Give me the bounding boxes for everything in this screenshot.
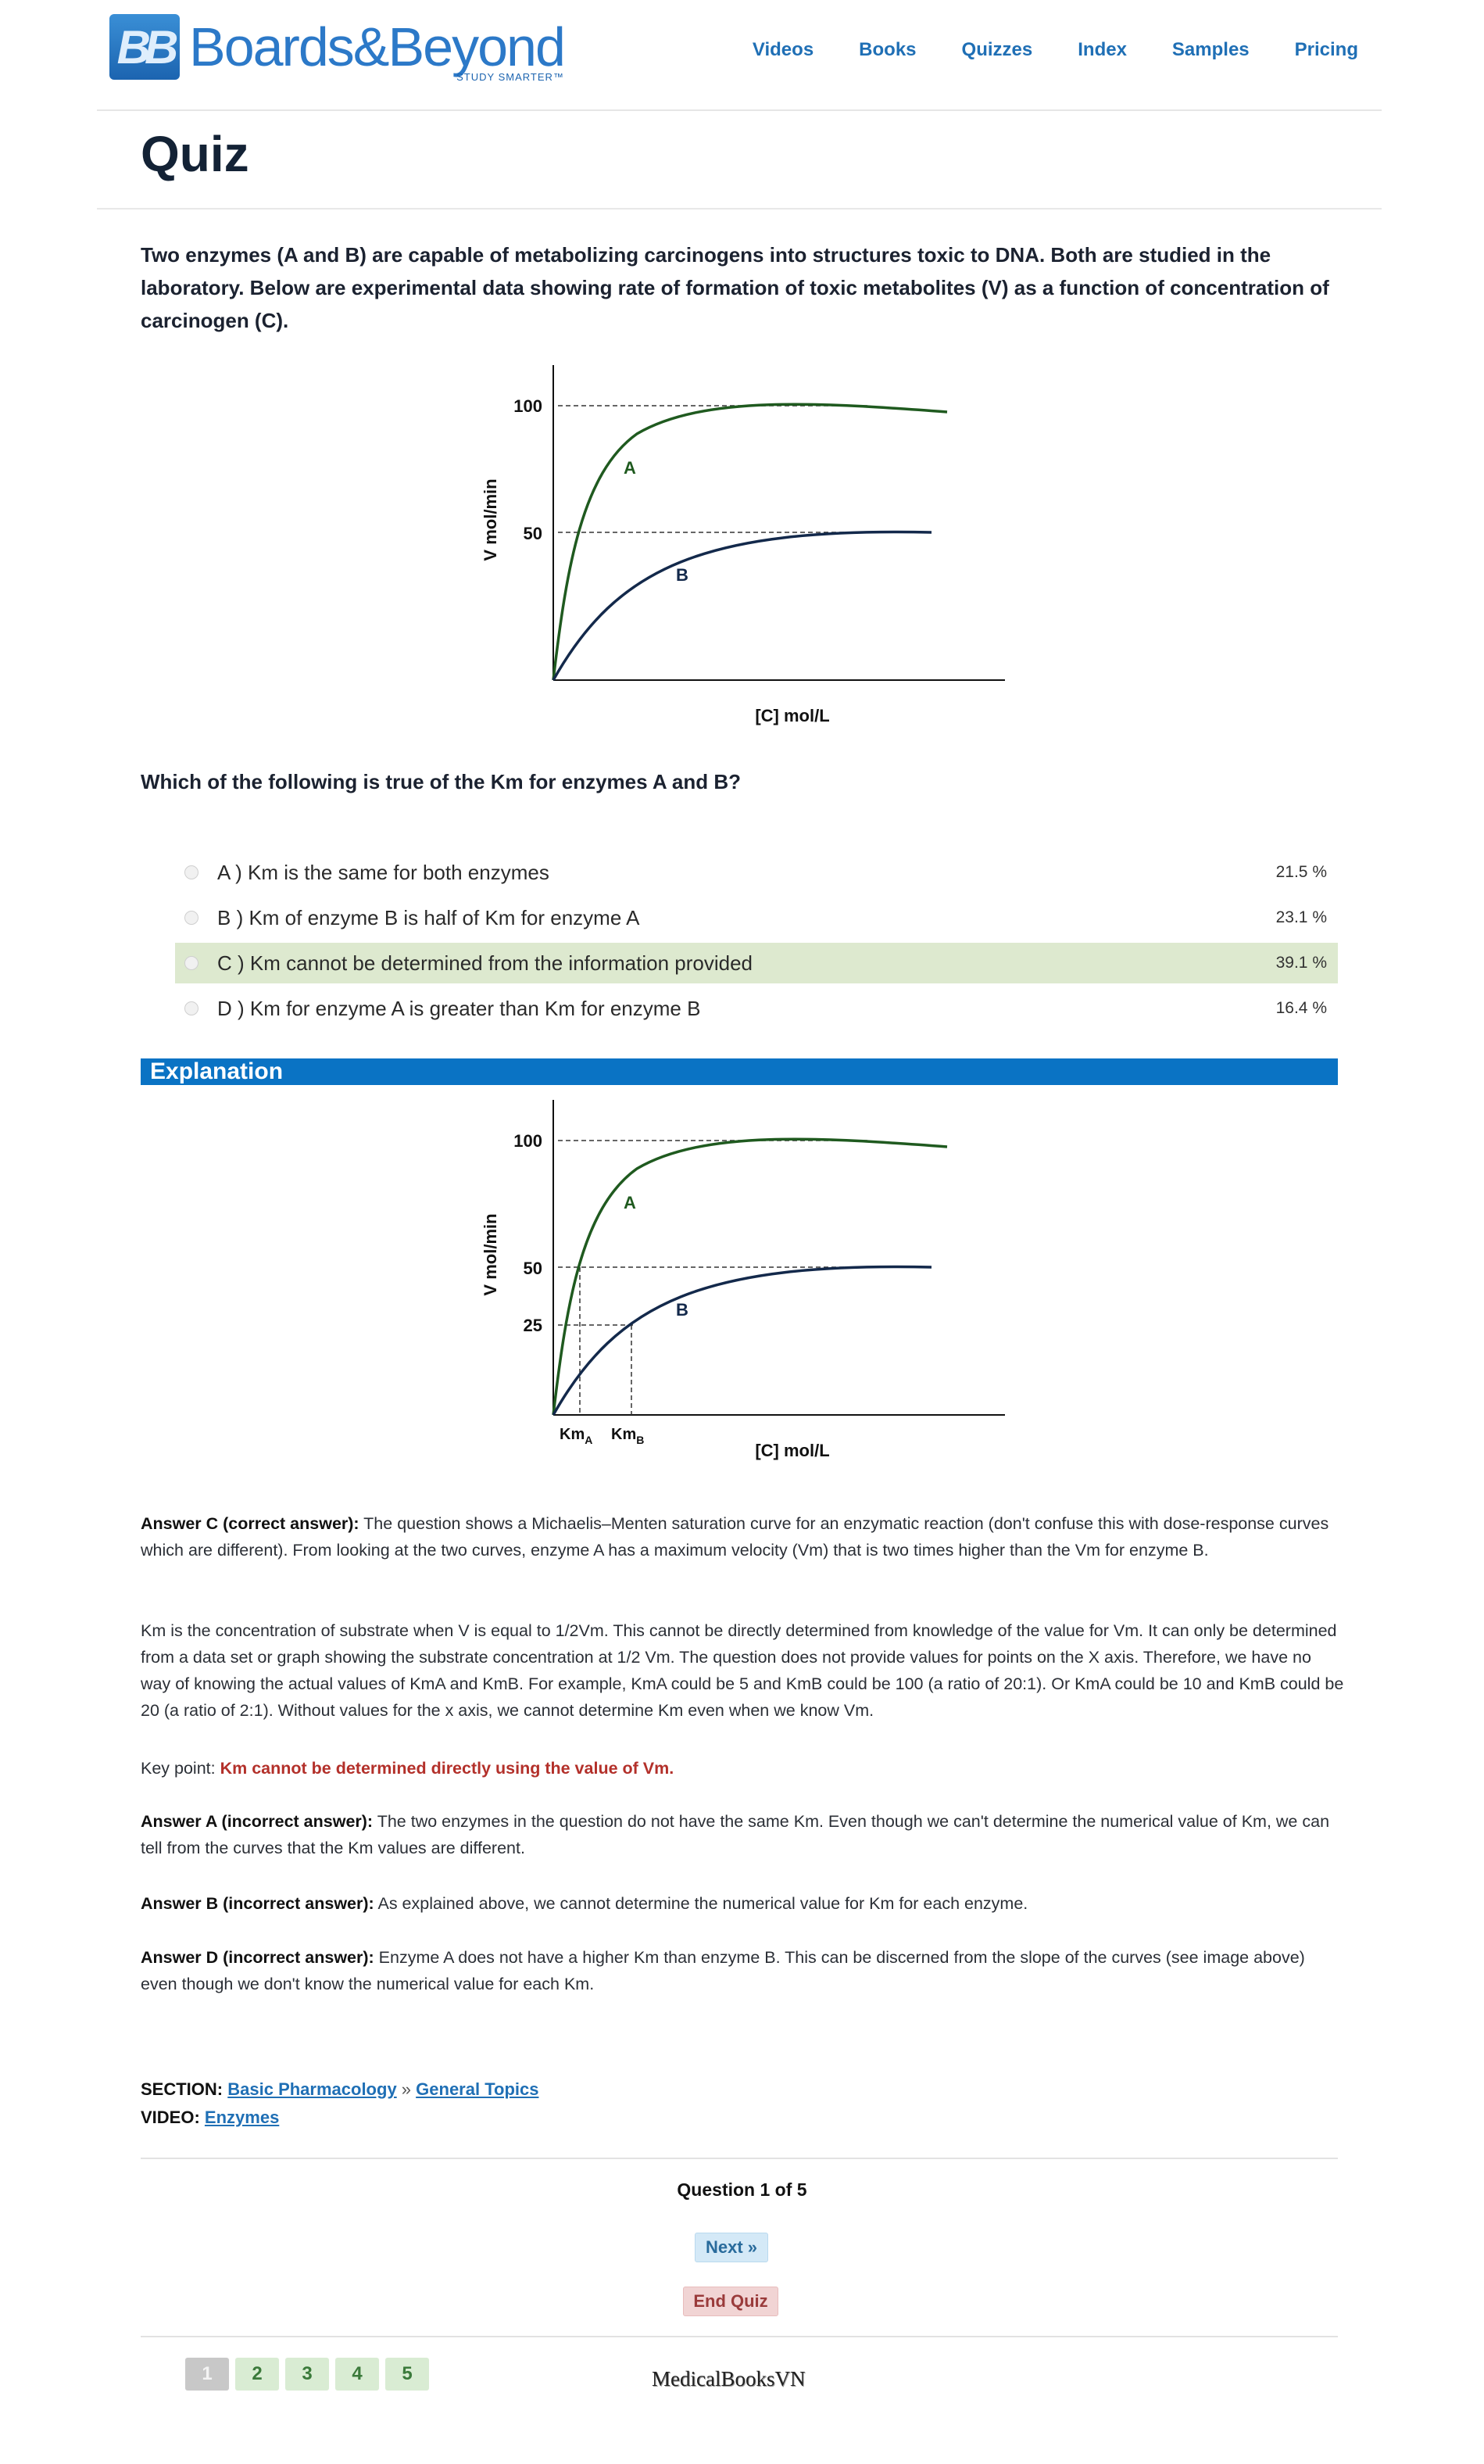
explanation-answer-c: Answer C (correct answer): The question … xyxy=(141,1514,1329,1560)
option-d[interactable]: D ) Km for enzyme A is greater than Km f… xyxy=(175,988,1338,1029)
curve-a xyxy=(552,1137,948,1416)
explanation-header: Explanation xyxy=(141,1058,1338,1085)
explanation-answer-d: Answer D (incorrect answer): Enzyme A do… xyxy=(141,1948,1305,1993)
option-c[interactable]: C ) Km cannot be determined from the inf… xyxy=(175,943,1338,983)
option-b[interactable]: B ) Km of enzyme B is half of Km for enz… xyxy=(175,897,1338,938)
explanation-graph: 100 50 25 A B KmA KmB V mol/min [C] mol/… xyxy=(481,1100,1005,1460)
page-3[interactable]: 3 xyxy=(285,2358,329,2391)
curve-b xyxy=(552,1265,932,1416)
radio-option-c[interactable] xyxy=(184,956,198,970)
tick-50: 50 xyxy=(524,1259,542,1278)
label-a: A xyxy=(624,458,636,478)
km-b-label: KmB xyxy=(611,1426,644,1446)
label-b: B xyxy=(676,565,688,585)
divider xyxy=(141,2336,1338,2337)
question-graph: 100 50 A B V mol/min [C] mol/L xyxy=(481,365,1005,725)
x-axis-label: [C] mol/L xyxy=(755,1441,829,1460)
tick-100: 100 xyxy=(513,1131,542,1151)
tick-25: 25 xyxy=(524,1316,542,1335)
nav-videos[interactable]: Videos xyxy=(752,39,814,60)
brand-logo[interactable]: BB Boards&Beyond STUDY SMARTER™ xyxy=(109,14,566,83)
radio-option-d[interactable] xyxy=(184,1001,198,1015)
curve-a xyxy=(552,403,948,681)
divider xyxy=(97,208,1382,210)
option-label: D ) Km for enzyme A is greater than Km f… xyxy=(217,996,701,1020)
option-a[interactable]: A ) Km is the same for both enzymes 21.5… xyxy=(175,852,1338,893)
y-axis-label: V mol/min xyxy=(481,478,500,560)
video-link-enzymes[interactable]: Enzymes xyxy=(204,2108,280,2127)
divider xyxy=(141,2158,1338,2159)
option-label: A ) Km is the same for both enzymes xyxy=(217,860,549,884)
option-percent: 21.5 % xyxy=(1275,863,1327,881)
brand-tagline: STUDY SMARTER™ xyxy=(456,71,564,83)
question-stem: Two enzymes (A and B) are capable of met… xyxy=(141,243,1329,332)
option-percent: 23.1 % xyxy=(1275,908,1327,926)
radio-option-b[interactable] xyxy=(184,911,198,925)
page-5[interactable]: 5 xyxy=(385,2358,429,2391)
curve-b xyxy=(552,530,932,681)
section-link-general-topics[interactable]: General Topics xyxy=(416,2079,539,2099)
end-quiz-button[interactable]: End Quiz xyxy=(683,2287,778,2316)
logo-mark-icon: BB xyxy=(109,14,180,80)
explanation-km-paragraph: Km is the concentration of substrate whe… xyxy=(141,1621,1344,1720)
tick-100: 100 xyxy=(513,396,542,416)
option-label: B ) Km of enzyme B is half of Km for enz… xyxy=(217,905,640,929)
site-header: BB Boards&Beyond STUDY SMARTER™ Videos B… xyxy=(97,0,1382,111)
radio-option-a[interactable] xyxy=(184,865,198,879)
x-axis-label: [C] mol/L xyxy=(755,706,829,725)
page-1[interactable]: 1 xyxy=(185,2358,229,2391)
watermark: MedicalBooksVN xyxy=(652,2367,806,2391)
brand-name: Boards&Beyond xyxy=(189,16,566,77)
main-nav: Videos Books Quizzes Index Samples Prici… xyxy=(753,39,1358,61)
next-button[interactable]: Next » xyxy=(695,2233,768,2262)
page-title: Quiz xyxy=(141,126,249,182)
page-2[interactable]: 2 xyxy=(235,2358,279,2391)
nav-books[interactable]: Books xyxy=(859,39,917,60)
y-axis-label: V mol/min xyxy=(481,1213,500,1295)
page-4[interactable]: 4 xyxy=(335,2358,379,2391)
section-line: SECTION: Basic Pharmacology » General To… xyxy=(141,2079,539,2099)
pagination: 1 2 3 4 5 xyxy=(185,2358,429,2391)
option-percent: 16.4 % xyxy=(1275,999,1327,1017)
nav-quizzes[interactable]: Quizzes xyxy=(961,39,1033,60)
key-point: Key point: Km cannot be determined direc… xyxy=(141,1759,674,1778)
tick-50: 50 xyxy=(524,524,542,543)
nav-index[interactable]: Index xyxy=(1078,39,1127,60)
explanation-answer-a: Answer A (incorrect answer): The two enz… xyxy=(141,1812,1330,1857)
answer-options: A ) Km is the same for both enzymes 21.5… xyxy=(175,852,1338,1033)
label-a: A xyxy=(624,1193,636,1212)
nav-pricing[interactable]: Pricing xyxy=(1294,39,1358,60)
question-counter: Question 1 of 5 xyxy=(677,2179,807,2200)
nav-samples[interactable]: Samples xyxy=(1171,39,1250,60)
option-percent: 39.1 % xyxy=(1275,954,1327,972)
option-label: C ) Km cannot be determined from the inf… xyxy=(217,951,753,975)
question-prompt: Which of the following is true of the Km… xyxy=(141,770,741,793)
video-line: VIDEO: Enzymes xyxy=(141,2108,280,2127)
explanation-answer-b: Answer B (incorrect answer): As explaine… xyxy=(141,1894,1028,1913)
section-link-basic-pharmacology[interactable]: Basic Pharmacology xyxy=(227,2079,397,2099)
km-a-label: KmA xyxy=(560,1426,592,1446)
label-b: B xyxy=(676,1300,688,1320)
